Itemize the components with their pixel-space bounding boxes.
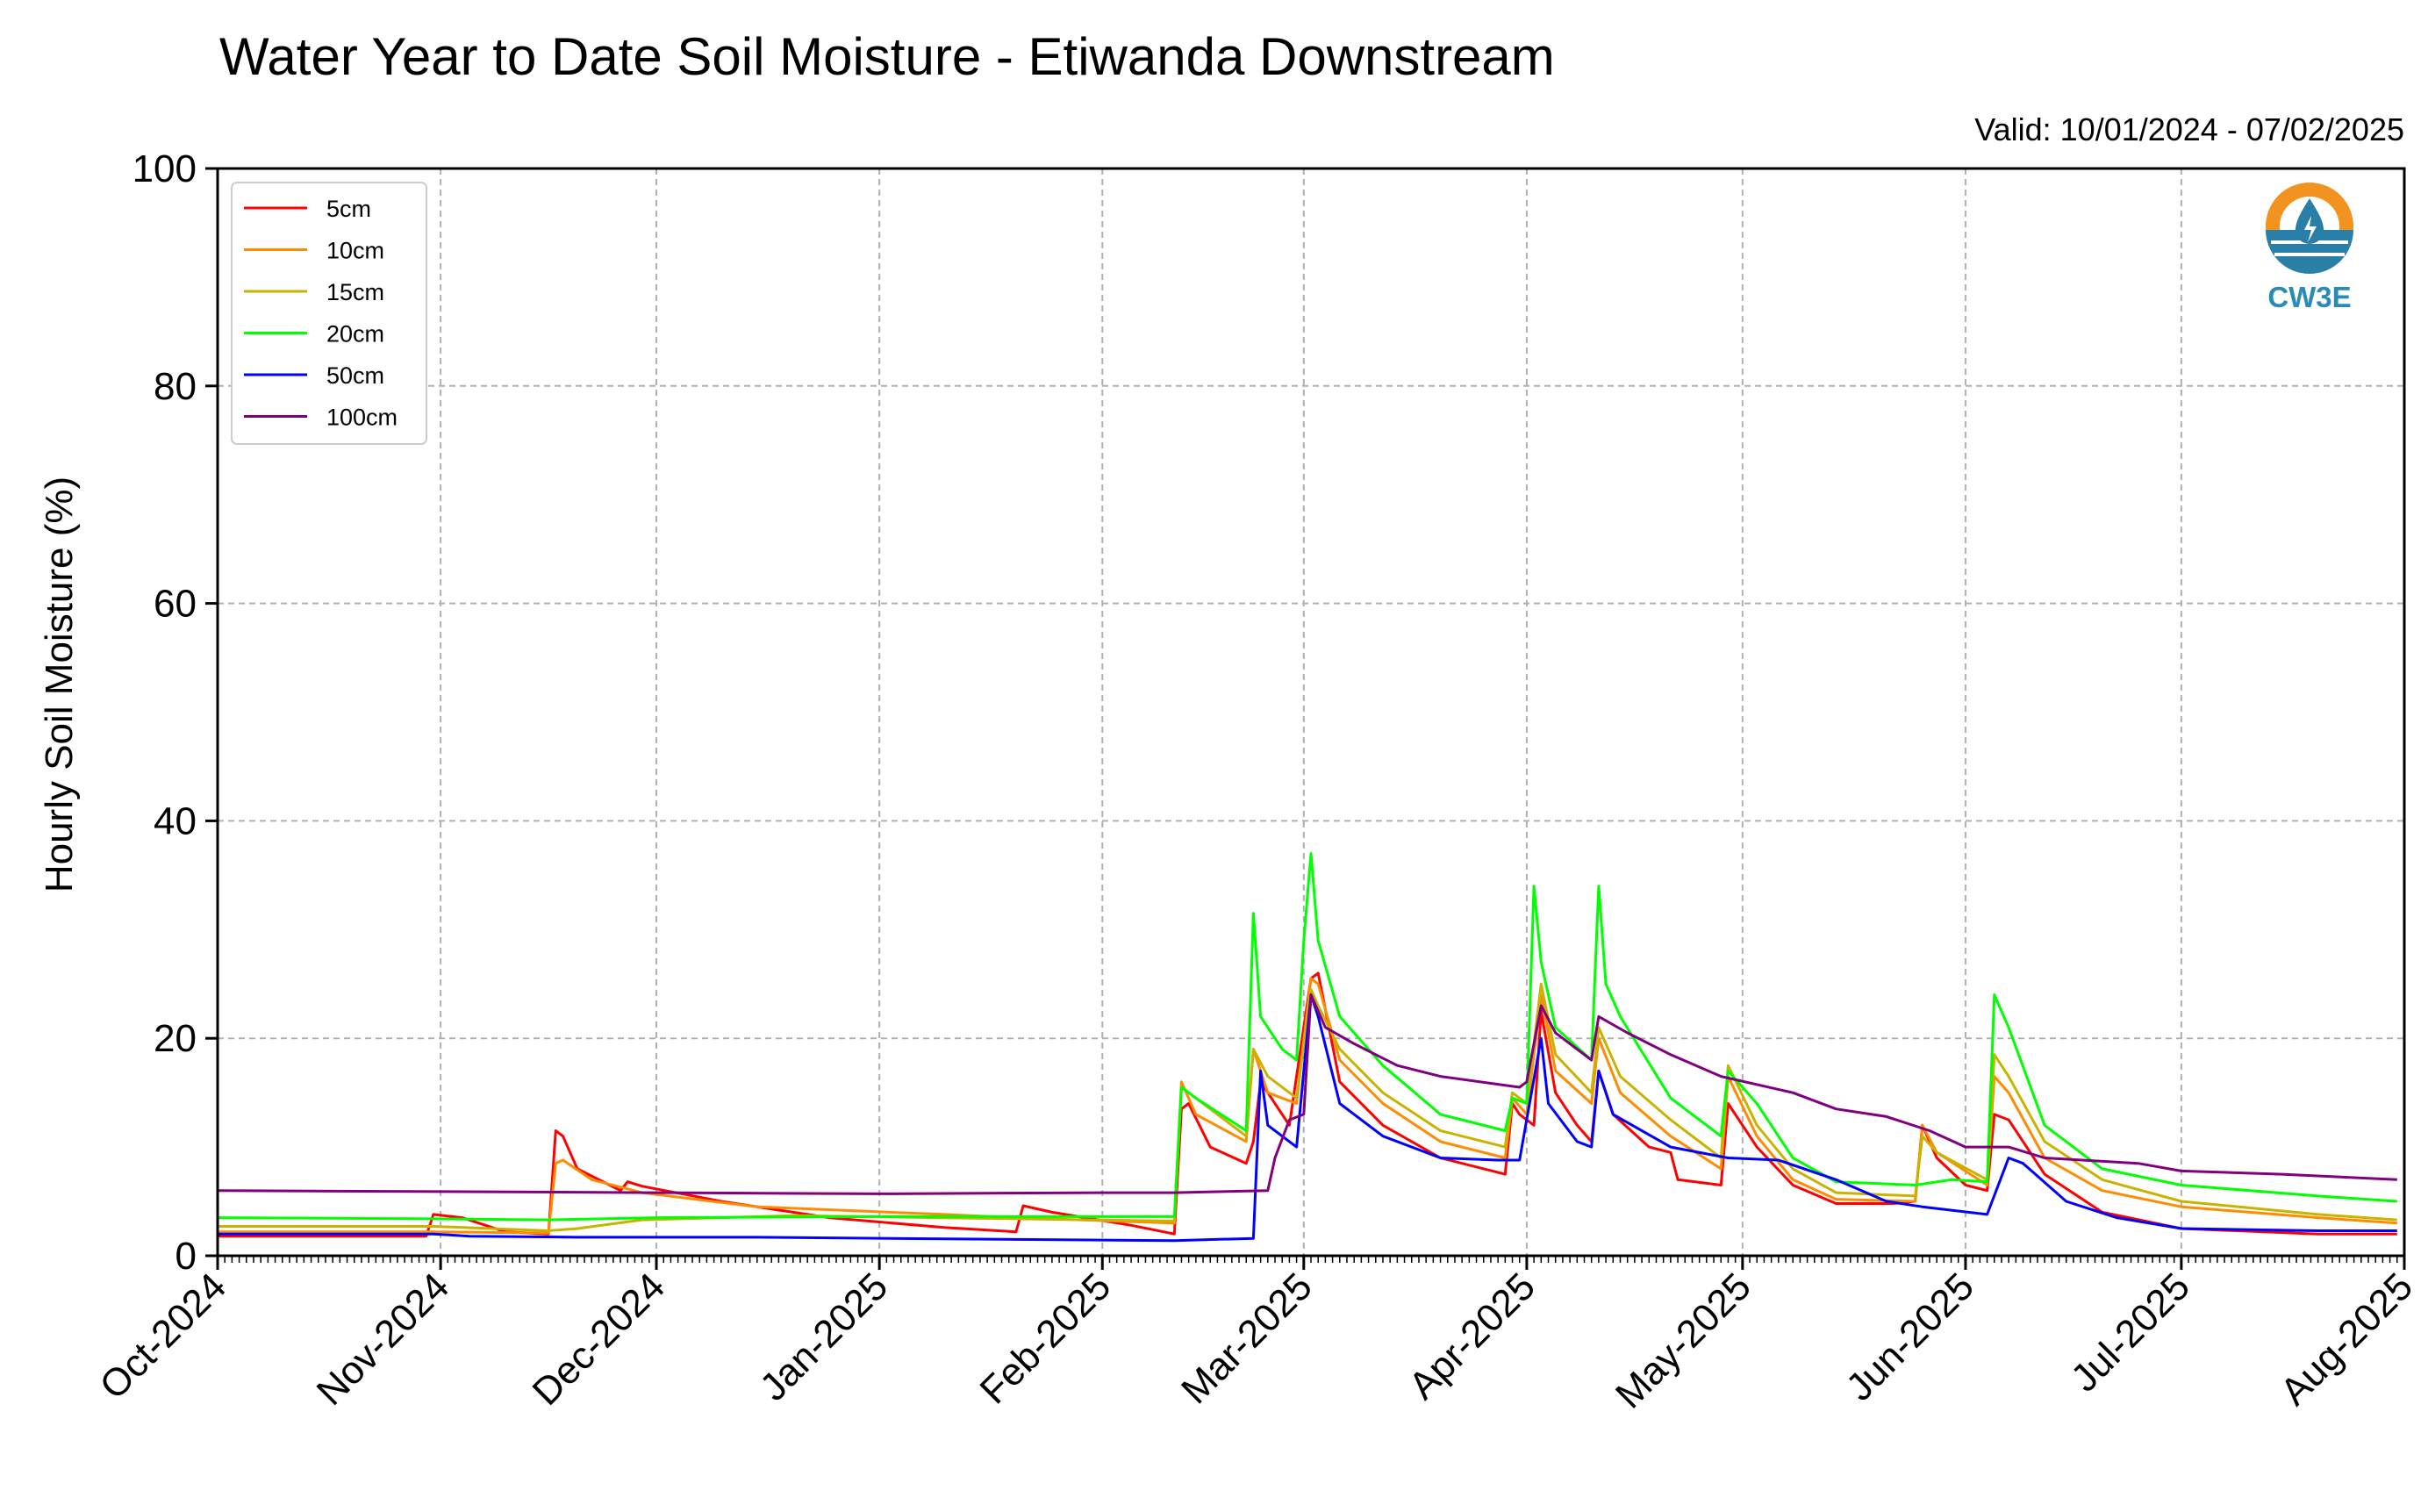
y-tick-label: 100 (133, 147, 197, 190)
y-axis-label: Hourly Soil Moisture (%) (38, 477, 81, 892)
legend-box (231, 182, 427, 445)
y-tick-label: 80 (154, 365, 197, 408)
legend-label-10cm: 10cm (326, 238, 384, 264)
cw3e-logo-icon (2262, 183, 2357, 276)
axis-ticks (205, 167, 2406, 1270)
y-tick-label: 40 (154, 799, 197, 842)
cw3e-logo-text: CW3E (2267, 281, 2351, 313)
series-line-20cm (217, 852, 2397, 1222)
legend-label-50cm: 50cm (326, 362, 384, 389)
y-tick-label: 0 (175, 1235, 197, 1278)
y-tick-label: 20 (154, 1017, 197, 1060)
legend-label-20cm: 20cm (326, 321, 384, 348)
chart-title: Water Year to Date Soil Moisture - Etiwa… (219, 27, 1555, 86)
y-tick-label: 60 (154, 583, 197, 626)
y-tick-labels: 0 20 40 60 80 100 (133, 147, 197, 1278)
valid-date-range: Valid: 10/01/2024 - 07/02/2025 (1974, 111, 2404, 147)
series-line-50cm (218, 993, 2397, 1243)
legend: 5cm 10cm 15cm 20cm 50cm 100cm (231, 182, 427, 445)
cw3e-logo: CW3E (2262, 183, 2357, 313)
series-line-100cm (217, 993, 2397, 1195)
series-lines (217, 852, 2397, 1243)
legend-label-15cm: 15cm (326, 279, 384, 305)
legend-label-5cm: 5cm (326, 196, 371, 222)
legend-label-100cm: 100cm (326, 405, 398, 431)
